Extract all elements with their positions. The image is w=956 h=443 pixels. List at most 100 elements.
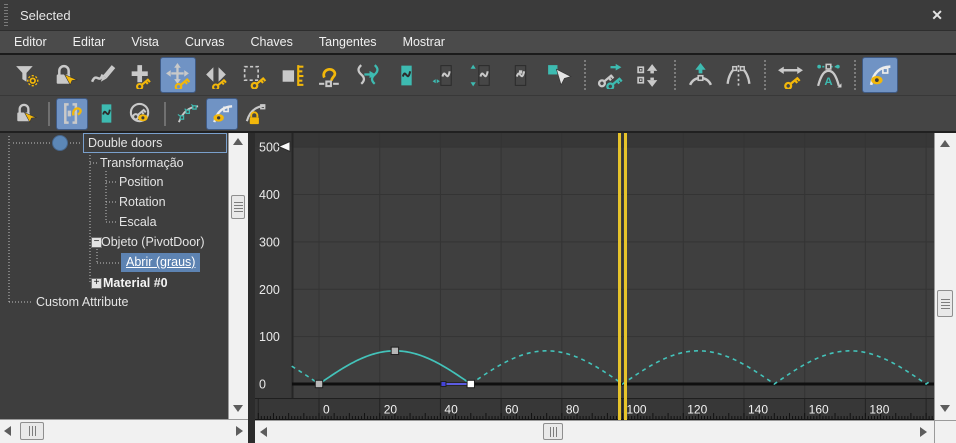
scale-values-button[interactable] bbox=[274, 57, 310, 93]
scroll-up-icon[interactable] bbox=[233, 138, 243, 145]
selected-key[interactable] bbox=[466, 379, 475, 389]
time-slider[interactable] bbox=[618, 133, 628, 420]
key[interactable] bbox=[390, 346, 400, 356]
nudge-keys-button[interactable] bbox=[630, 57, 666, 93]
scroll-right-icon[interactable] bbox=[236, 426, 243, 436]
tree-hscroll-thumb[interactable] bbox=[20, 422, 44, 440]
close-button[interactable]: ✕ bbox=[931, 7, 943, 23]
drag-handle[interactable] bbox=[4, 4, 8, 26]
menu-bar: Editor Editar Vista Curvas Chaves Tangentes Mo… bbox=[0, 31, 956, 55]
slide-keys-button[interactable] bbox=[198, 57, 234, 93]
filter-gear-icon bbox=[13, 62, 40, 89]
graph-horizontal-scrollbar[interactable] bbox=[255, 420, 934, 443]
graph-hscroll-thumb[interactable] bbox=[543, 423, 563, 440]
show-curves-button[interactable] bbox=[90, 98, 122, 130]
tree-item-transforma-o[interactable]: Transformação bbox=[100, 156, 184, 170]
menu-curvas[interactable]: Curvas bbox=[184, 35, 225, 49]
show-curve-visibility-button[interactable] bbox=[862, 57, 898, 93]
scroll-left-icon[interactable] bbox=[4, 426, 11, 436]
menu-editor[interactable]: Editor bbox=[14, 35, 47, 49]
tree-item-rotation[interactable]: Rotation bbox=[119, 195, 166, 209]
time-axis-label: 0 bbox=[323, 403, 330, 417]
lock-keys-horizontal-button[interactable] bbox=[426, 57, 462, 93]
graph-vscroll-thumb[interactable] bbox=[937, 290, 953, 317]
key-eye-circle-icon bbox=[128, 101, 153, 126]
show-key-ranges-button[interactable] bbox=[56, 97, 88, 130]
content-area: Double doors Transformação Position Rotatio… bbox=[0, 133, 956, 443]
break-tangents-button[interactable] bbox=[720, 57, 756, 93]
tree-vscroll-thumb[interactable] bbox=[231, 195, 245, 219]
lock-keyable-button[interactable] bbox=[8, 98, 40, 130]
show-tangents-button[interactable] bbox=[206, 97, 238, 130]
tree-horizontal-scrollbar[interactable] bbox=[0, 419, 248, 443]
graph-vertical-scrollbar[interactable] bbox=[934, 133, 956, 420]
tree-vertical-scrollbar[interactable] bbox=[228, 133, 248, 419]
key[interactable] bbox=[314, 379, 324, 389]
lock-selection-button[interactable] bbox=[46, 57, 82, 93]
scale-keys-button[interactable] bbox=[236, 57, 272, 93]
menu-editar[interactable]: Editar bbox=[72, 35, 106, 49]
scroll-left-icon[interactable] bbox=[260, 427, 267, 437]
toolbar-separator bbox=[764, 60, 766, 90]
menu-chaves[interactable]: Chaves bbox=[250, 35, 293, 49]
select-curve-button[interactable] bbox=[540, 57, 576, 93]
show-selected-curves-button[interactable] bbox=[388, 57, 424, 93]
draw-curves-button[interactable] bbox=[84, 57, 120, 93]
scroll-up-icon[interactable] bbox=[940, 140, 950, 147]
lock-tangents-button[interactable] bbox=[240, 98, 272, 130]
retime-button[interactable] bbox=[312, 57, 348, 93]
svg-text:A: A bbox=[824, 75, 832, 87]
value-axis-label: 100 bbox=[259, 330, 280, 344]
time-axis-label: 20 bbox=[384, 403, 398, 417]
tangent-handle-end[interactable] bbox=[440, 381, 447, 387]
box-curve-filled-icon bbox=[94, 101, 119, 126]
menu-vista[interactable]: Vista bbox=[131, 35, 159, 49]
tree-item-abrir-graus[interactable]: Abrir (graus) bbox=[121, 253, 201, 272]
lock-keys-vertical-button[interactable] bbox=[464, 57, 500, 93]
select-cursor-icon bbox=[545, 62, 572, 89]
tree-item-position[interactable]: Position bbox=[119, 175, 164, 189]
tree-item-custom-attribute[interactable]: Custom Attribute bbox=[36, 295, 129, 309]
box-curve-h-icon bbox=[431, 62, 458, 89]
panel-divider[interactable] bbox=[248, 133, 255, 443]
menu-tangentes[interactable]: Tangentes bbox=[318, 35, 377, 49]
filters-button[interactable] bbox=[8, 57, 44, 93]
curve-plot[interactable]: 0 100 200 300 400 500 bbox=[255, 133, 934, 403]
toolbar-display-tools bbox=[0, 96, 956, 133]
title-bar[interactable]: Selected ✕ bbox=[0, 0, 956, 31]
retime-icon bbox=[317, 62, 344, 89]
show-keyable-icons-button[interactable] bbox=[124, 98, 156, 130]
toolbar-separator bbox=[854, 60, 856, 90]
freeze-non-selected-curves-button[interactable] bbox=[502, 57, 538, 93]
spread-keys-button[interactable] bbox=[772, 57, 808, 93]
toolbar-separator bbox=[164, 101, 166, 126]
auto-tangent-button[interactable]: A bbox=[810, 57, 846, 93]
scroll-right-icon[interactable] bbox=[920, 427, 927, 437]
node-circle-icon[interactable] bbox=[52, 135, 68, 151]
tree-connector-lines bbox=[8, 136, 124, 303]
scrollbar-corner bbox=[934, 420, 956, 443]
toolbar-separator bbox=[48, 101, 50, 126]
scroll-down-icon[interactable] bbox=[233, 405, 243, 412]
offset-keys-button[interactable] bbox=[592, 57, 628, 93]
tree-item-objeto-pivotdoor[interactable]: Objeto (PivotDoor) bbox=[101, 235, 205, 249]
scroll-down-icon[interactable] bbox=[940, 405, 950, 412]
toolbar-separator bbox=[584, 60, 586, 90]
simplify-curve-button[interactable] bbox=[350, 57, 386, 93]
value-axis-label: 400 bbox=[259, 188, 280, 202]
menu-mostrar[interactable]: Mostrar bbox=[402, 35, 445, 49]
tree-item-double-doors[interactable]: Double doors bbox=[88, 136, 163, 150]
tree-item-escala[interactable]: Escala bbox=[119, 215, 157, 229]
tree-item-material-0[interactable]: Material #0 bbox=[103, 276, 168, 290]
tangent-lock-icon bbox=[244, 101, 269, 126]
collapse-toggle-icon[interactable]: − bbox=[91, 237, 102, 248]
move-keys-button[interactable] bbox=[160, 57, 196, 93]
add-keys-button[interactable] bbox=[122, 57, 158, 93]
time-ruler[interactable]: 0 20 40 60 80 100 120 140 160 180 bbox=[255, 398, 934, 425]
show-all-tangents-button[interactable] bbox=[172, 98, 204, 130]
raise-tangent-button[interactable] bbox=[682, 57, 718, 93]
scale-values-icon bbox=[279, 62, 306, 89]
expand-toggle-icon[interactable]: + bbox=[91, 278, 102, 289]
value-axis-label: 500 bbox=[259, 141, 280, 155]
toolbar-separator bbox=[674, 60, 676, 90]
